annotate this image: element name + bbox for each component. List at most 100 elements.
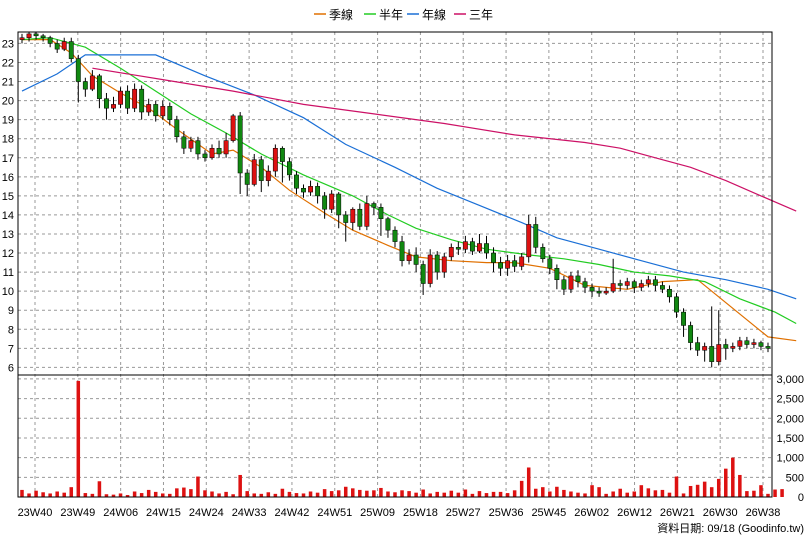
candle-body xyxy=(660,285,665,290)
volume-bar xyxy=(287,491,292,497)
candle-body xyxy=(631,281,637,288)
candle-body xyxy=(681,311,686,326)
volume-bar xyxy=(97,481,102,497)
volume-bar xyxy=(62,492,66,497)
candle-body xyxy=(209,147,215,159)
candle-body xyxy=(287,161,292,176)
candle-body xyxy=(582,281,588,288)
candle-body xyxy=(469,241,475,252)
candle-body xyxy=(223,140,229,155)
legend-label-threeyear: 三年 xyxy=(469,8,493,22)
volume-bar xyxy=(752,490,756,497)
candle-body xyxy=(371,203,377,208)
candle-body xyxy=(688,325,694,343)
volume-bar xyxy=(414,492,418,497)
volume-bar xyxy=(308,491,313,497)
volume-bar xyxy=(604,493,608,497)
volume-bar xyxy=(372,490,376,497)
candle-body xyxy=(526,224,532,258)
legend-item-threeyear: 三年 xyxy=(454,8,493,22)
candle-body xyxy=(96,75,102,99)
candle-body xyxy=(385,218,391,231)
price-tick-label: 20 xyxy=(2,96,14,108)
candle-body xyxy=(181,136,187,149)
volume-bar xyxy=(716,478,721,497)
volume-tick-label: 3,000 xyxy=(776,374,804,386)
volume-bar xyxy=(611,491,615,497)
volume-bar xyxy=(273,493,278,497)
candle-body xyxy=(40,35,46,38)
legend-item-halfyear: 半年 xyxy=(364,8,403,22)
volume-bar xyxy=(280,488,285,497)
candle-body xyxy=(230,115,236,141)
x-tick-label: 26W38 xyxy=(746,507,781,519)
volume-bar xyxy=(259,493,264,497)
x-tick-label: 24W06 xyxy=(103,507,138,519)
candle-body xyxy=(61,41,67,50)
candle-body xyxy=(188,140,194,149)
candle-body xyxy=(279,147,285,162)
price-tick-label: 14 xyxy=(2,210,14,222)
candle-body xyxy=(617,283,623,286)
volume-bar xyxy=(435,491,439,497)
candle-body xyxy=(540,247,546,260)
volume-bar xyxy=(498,491,503,497)
candle-body xyxy=(638,283,644,288)
volume-bar xyxy=(639,485,644,497)
candle-body xyxy=(589,287,595,292)
legend-item-quarter: 季線 xyxy=(314,7,353,22)
candle-body xyxy=(554,268,560,280)
candlesticks xyxy=(19,32,771,368)
x-tick-label: 24W51 xyxy=(317,507,352,519)
volume-bar xyxy=(632,491,637,497)
x-tick-label: 25W18 xyxy=(403,507,438,519)
volume-bar xyxy=(104,494,109,497)
candle-body xyxy=(652,279,658,286)
candle-body xyxy=(561,279,567,290)
candle-body xyxy=(350,208,356,223)
volume-bar xyxy=(125,495,130,497)
price-tick-label: 8 xyxy=(8,324,14,336)
candle-body xyxy=(118,90,123,105)
legend-label-quarter: 季線 xyxy=(329,7,353,22)
candle-body xyxy=(139,88,145,113)
volume-bar xyxy=(69,487,74,497)
x-tick-label: 24W33 xyxy=(232,507,267,519)
candle-body xyxy=(645,279,651,284)
candle-body xyxy=(308,186,313,193)
candle-body xyxy=(505,260,511,269)
volume-bar xyxy=(83,493,88,497)
legend-label-halfyear: 半年 xyxy=(379,8,403,22)
volume-bar xyxy=(336,490,341,497)
candle-body xyxy=(265,170,271,181)
x-tick-label: 26W30 xyxy=(703,507,738,519)
candle-body xyxy=(146,104,152,113)
x-tick-label: 26W21 xyxy=(660,507,695,519)
candle-body xyxy=(251,159,257,185)
candle-body xyxy=(533,224,539,248)
volume-bar xyxy=(519,480,524,497)
candle-body xyxy=(695,342,701,351)
volume-bar xyxy=(322,489,327,497)
candle-body xyxy=(47,37,53,44)
x-tick-label: 25W27 xyxy=(446,507,481,519)
candle-body xyxy=(519,256,525,267)
volume-bar xyxy=(132,491,137,497)
candle-body xyxy=(89,75,95,90)
candle-body xyxy=(68,41,74,59)
volume-bar xyxy=(343,486,348,497)
volume-bar xyxy=(379,487,383,497)
volume-bar xyxy=(674,476,679,497)
volume-bar xyxy=(245,491,249,497)
x-tick-label: 24W15 xyxy=(146,507,181,519)
volume-bar xyxy=(203,490,207,497)
volume-bar xyxy=(548,491,552,497)
candle-body xyxy=(125,90,130,109)
price-tick-label: 15 xyxy=(2,191,14,203)
volume-bar xyxy=(562,489,566,497)
volume-bar xyxy=(400,490,404,497)
volume-bar xyxy=(76,380,81,497)
volume-bar xyxy=(118,493,123,497)
x-tick-label: 26W12 xyxy=(617,507,652,519)
volume-bar xyxy=(428,493,432,497)
